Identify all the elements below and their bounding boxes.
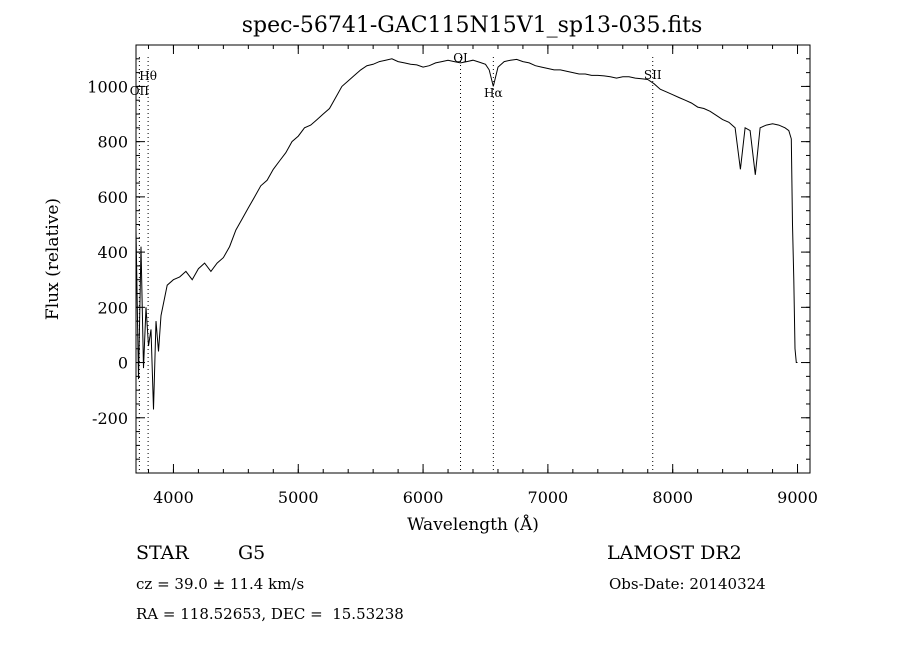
- x-tick-label: 7000: [528, 488, 569, 507]
- y-tick-label: 600: [97, 188, 128, 207]
- y-tick-label: 200: [97, 298, 128, 317]
- obs-date: Obs-Date: 20140324: [609, 575, 766, 593]
- line-marker-label: Hα: [484, 86, 503, 100]
- y-tick-label: 1000: [87, 77, 128, 96]
- survey-label: LAMOST DR2: [607, 542, 742, 564]
- x-tick-label: 4000: [153, 488, 194, 507]
- x-tick-label: 5000: [278, 488, 319, 507]
- x-tick-label: 9000: [777, 488, 818, 507]
- coordinates: RA = 118.52653, DEC = 15.53238: [136, 605, 404, 623]
- y-tick-label: -200: [92, 409, 128, 428]
- object-type: STAR: [136, 542, 189, 564]
- line-marker-label: OII: [130, 84, 150, 98]
- series-group: [136, 58, 798, 410]
- y-tick-label: 0: [118, 354, 128, 373]
- line-marker-label: OI: [453, 51, 468, 65]
- y-tick-label: 400: [97, 243, 128, 262]
- x-tick-label: 8000: [652, 488, 693, 507]
- chart-title: spec-56741-GAC115N15V1_sp13-035.fits: [242, 13, 703, 38]
- x-axis-label: Wavelength (Å): [407, 514, 539, 535]
- y-axis-label: Flux (relative): [43, 198, 63, 320]
- axis-ticks: 4000 5000 6000 7000 8000 9000 -200 0 200 400 600 80…: [87, 44, 818, 507]
- redshift-text: cz = 39.0 ± 11.4 km/s: [136, 575, 305, 593]
- spectrum-line: [136, 58, 798, 410]
- x-tick-label: 6000: [403, 488, 444, 507]
- y-tick-label: 800: [97, 133, 128, 152]
- line-marker-label: Hθ: [139, 69, 157, 83]
- plot-frame: [135, 44, 811, 474]
- subclass: G5: [238, 542, 266, 564]
- line-marker-label: SII: [644, 68, 662, 82]
